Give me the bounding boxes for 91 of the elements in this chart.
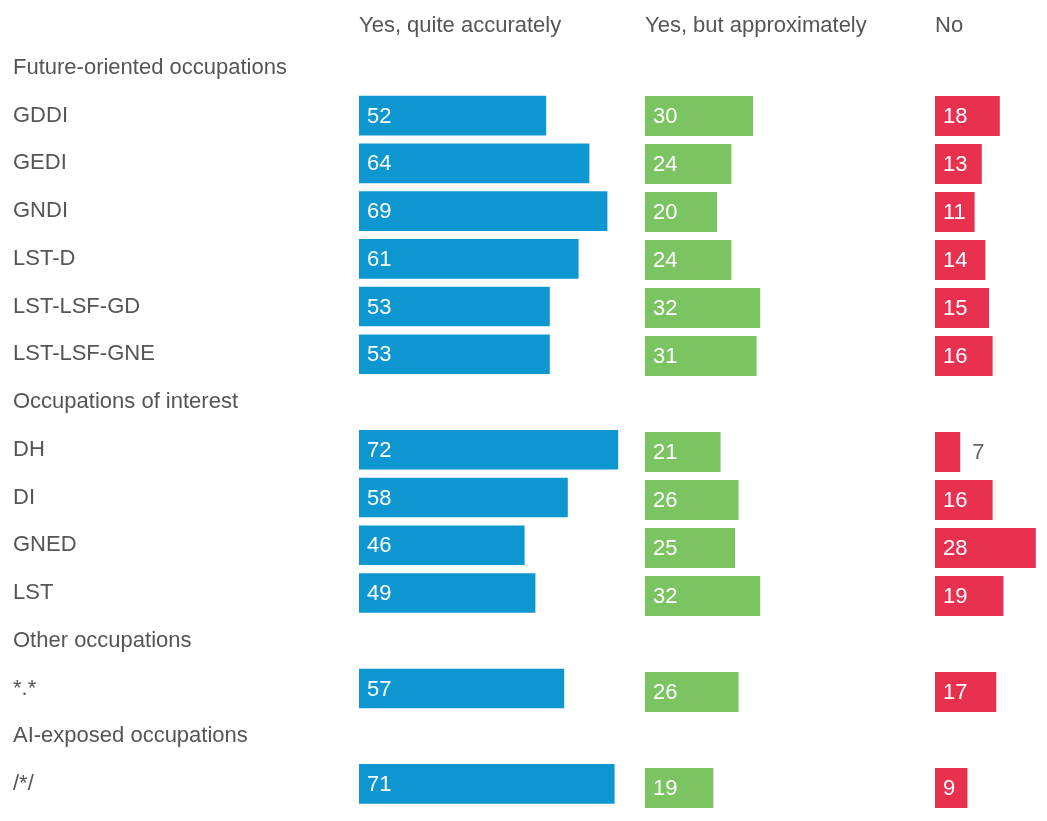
data-label: 26	[653, 679, 678, 705]
data-label: 61	[367, 245, 392, 271]
bar	[645, 768, 714, 808]
data-label: 11	[943, 199, 966, 225]
data-label: 46	[367, 532, 392, 558]
y-tick-label: *.*	[13, 674, 37, 700]
data-label: 53	[367, 341, 392, 367]
bar	[935, 288, 989, 328]
data-label: 49	[367, 580, 392, 606]
y-tick-label: GEDI	[13, 149, 67, 175]
bar	[359, 191, 608, 231]
bar	[645, 432, 721, 472]
bar	[359, 668, 565, 709]
bar	[935, 768, 968, 808]
bar	[645, 480, 739, 520]
bar	[935, 240, 986, 280]
bar	[935, 336, 993, 376]
bar	[645, 672, 739, 712]
bar	[359, 239, 579, 279]
bar	[935, 672, 997, 712]
bar	[935, 96, 1000, 136]
bar	[359, 764, 615, 804]
data-label: 16	[943, 487, 968, 513]
bar	[645, 336, 757, 376]
bar	[359, 477, 568, 518]
bar	[645, 528, 735, 568]
data-label: 71	[367, 770, 392, 796]
y-tick-label: LST-D	[13, 244, 76, 270]
data-label: 25	[653, 535, 678, 561]
data-label: 17	[943, 679, 968, 705]
data-label: 69	[367, 198, 392, 224]
data-label: 31	[653, 343, 678, 369]
data-label: 20	[653, 199, 678, 225]
data-label: 7	[972, 439, 985, 465]
data-label: 72	[367, 436, 392, 462]
data-label: 14	[943, 247, 968, 273]
data-label: 53	[367, 293, 392, 319]
bar	[935, 432, 961, 472]
data-label: 24	[653, 247, 678, 273]
data-label: 32	[653, 583, 678, 609]
data-label: 24	[653, 151, 678, 177]
bar	[935, 576, 1004, 616]
bar	[645, 240, 732, 280]
data-label: 52	[367, 102, 392, 128]
y-tick-label: LST-LSF-GD	[13, 292, 141, 318]
bar	[359, 525, 525, 566]
bar	[935, 192, 975, 232]
data-label: 30	[653, 103, 678, 129]
data-label: 18	[943, 103, 968, 129]
data-label: 58	[367, 484, 392, 510]
bar	[935, 528, 1036, 568]
bar	[359, 429, 619, 470]
y-tick-label: DH	[13, 435, 45, 461]
y-tick-label: DI	[13, 483, 35, 509]
y-tick-label: Future-oriented occupations	[13, 53, 287, 79]
data-label: 19	[943, 583, 968, 609]
bar	[645, 288, 761, 328]
text: No	[935, 12, 964, 38]
bar	[359, 334, 550, 375]
y-tick-label: GNED	[13, 531, 77, 557]
y-tick-label: GDDI	[13, 101, 68, 127]
data-label: 13	[943, 151, 968, 177]
data-label: 19	[653, 775, 678, 801]
y-tick-label: GNDI	[13, 197, 68, 223]
bar	[935, 480, 993, 520]
data-label: 16	[943, 343, 968, 369]
bar	[935, 144, 982, 184]
bar	[645, 192, 717, 232]
bar	[359, 143, 590, 184]
y-tick-label: LST	[13, 579, 54, 605]
bar	[359, 286, 550, 327]
y-tick-label: AI-exposed occupations	[13, 722, 248, 748]
data-label: 28	[943, 535, 968, 561]
bar	[359, 95, 547, 136]
data-label: 9	[943, 775, 956, 801]
bar	[359, 573, 536, 613]
text: Yes, but approximately	[645, 12, 867, 38]
data-label: 21	[653, 439, 678, 465]
y-tick-label: Other occupations	[13, 626, 192, 652]
text: Yes, quite accurately	[359, 12, 562, 38]
data-label: 15	[943, 295, 968, 321]
bar	[645, 96, 753, 136]
y-tick-label: Occupations of interest	[13, 388, 239, 414]
bar	[645, 576, 761, 616]
y-tick-label: LST-LSF-GNE	[13, 340, 155, 366]
data-label: 26	[653, 487, 678, 513]
data-label: 32	[653, 295, 678, 321]
y-tick-label: /*/	[13, 769, 35, 795]
data-label: 64	[367, 150, 392, 176]
bar	[645, 144, 732, 184]
data-label: 57	[367, 675, 392, 701]
